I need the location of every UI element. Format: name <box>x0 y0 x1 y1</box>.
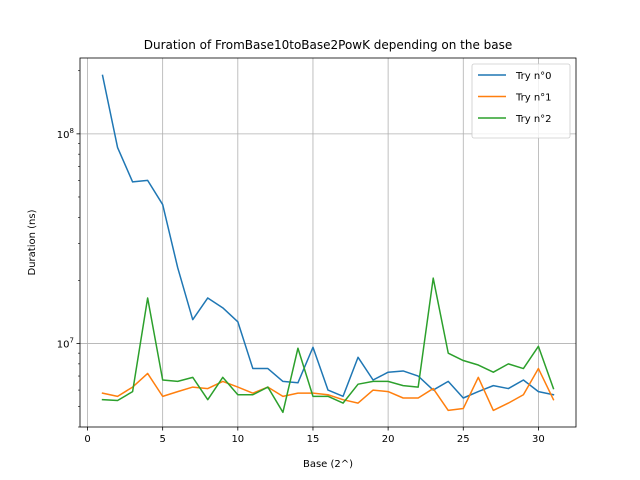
y-tick-label: 108 <box>57 127 74 141</box>
y-tick-label: 107 <box>57 337 74 351</box>
series-line-2 <box>101 277 555 414</box>
legend-box <box>471 63 571 139</box>
x-tick-label: 15 <box>307 434 320 445</box>
x-tick-label: 20 <box>382 434 395 445</box>
series-line-1 <box>101 367 555 412</box>
legend-label: Try n°0 <box>515 71 552 82</box>
chart-title: Duration of FromBase10toBase2PowK depend… <box>144 38 513 52</box>
x-tick-label: 0 <box>84 434 90 445</box>
series-line-0 <box>101 74 555 399</box>
x-tick-label: 25 <box>457 434 470 445</box>
grid <box>80 58 576 427</box>
x-tick-label: 30 <box>532 434 545 445</box>
legend-label: Try n°2 <box>515 114 552 125</box>
x-tick-label: 10 <box>231 434 244 445</box>
legend-label: Try n°1 <box>515 93 552 104</box>
legend: Try n°0 Try n°1 Try n°2 <box>471 63 571 139</box>
plot-frame <box>79 57 577 428</box>
y-axis-label: Duration (ns) <box>27 209 38 275</box>
axis-ticks: 0 5 10 15 20 25 30 107 108 <box>57 70 545 445</box>
series-lines <box>101 74 555 414</box>
x-axis-label: Base (2^) <box>303 459 353 470</box>
x-tick-label: 5 <box>159 434 165 445</box>
